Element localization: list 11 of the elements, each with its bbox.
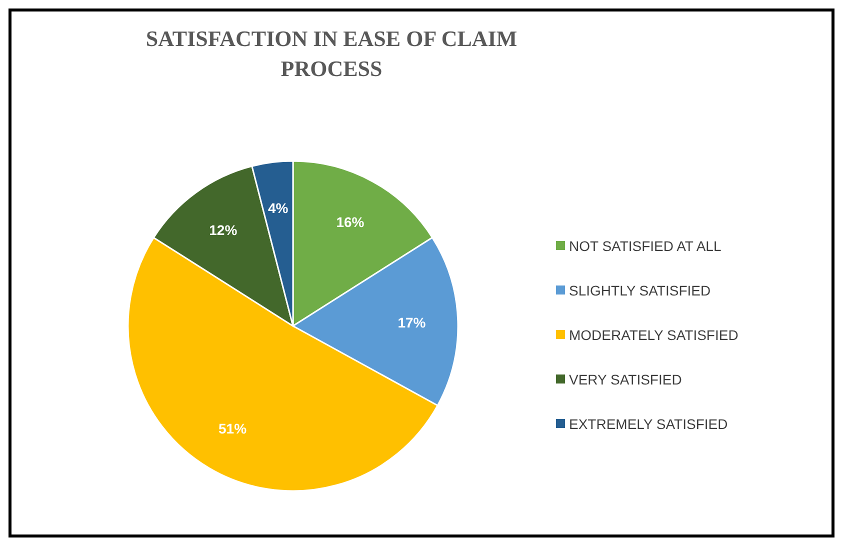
data-label: 12%: [209, 222, 238, 238]
data-label: 4%: [268, 200, 289, 216]
legend-label: EXTREMELY SATISFIED: [569, 416, 728, 432]
legend-label: SLIGHTLY SATISFIED: [569, 282, 711, 298]
legend-label: MODERATELY SATISFIED: [569, 327, 738, 343]
legend-label: VERY SATISFIED: [569, 372, 682, 388]
data-label: 16%: [336, 214, 365, 230]
data-label: 17%: [398, 314, 426, 330]
chart-title: SATISFACTION IN EASE OF CLAIM PROCESS: [146, 26, 518, 81]
data-label: 51%: [218, 420, 248, 436]
legend-label: NOT SATISFIED AT ALL: [569, 238, 722, 254]
